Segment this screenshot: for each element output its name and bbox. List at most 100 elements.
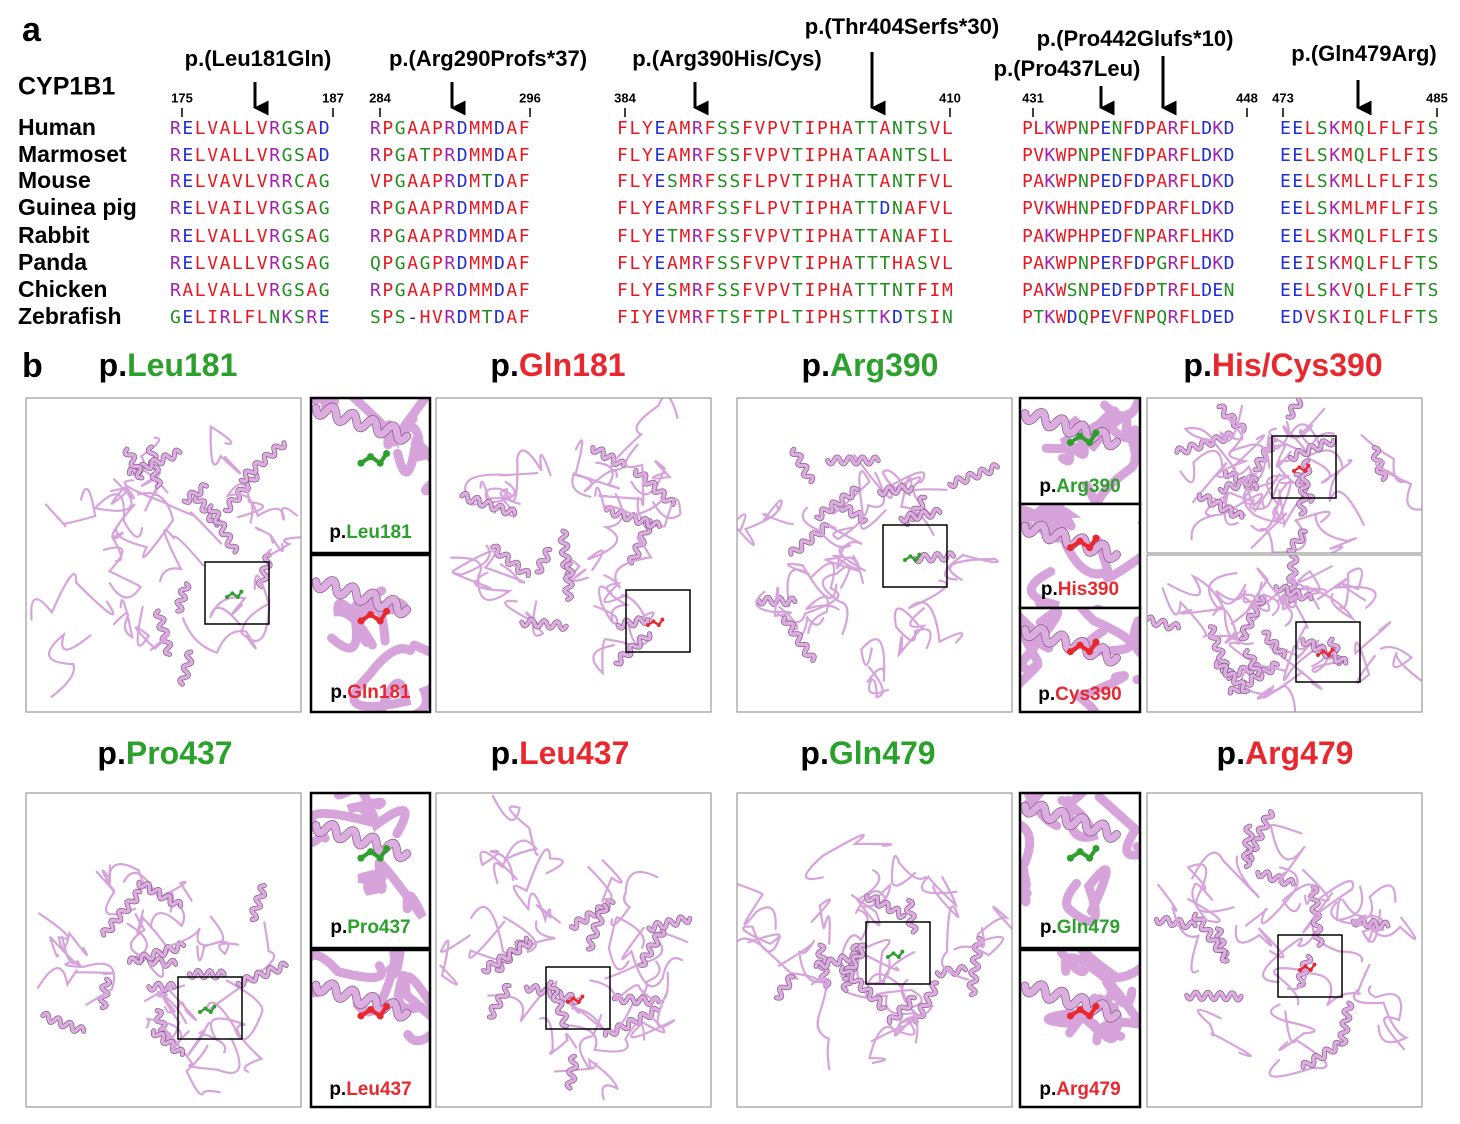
coil (451, 544, 492, 590)
residue-letter: T (1415, 253, 1426, 274)
residue-letter: E (1212, 307, 1223, 328)
residue-letter: S (1317, 145, 1328, 166)
residue-letter: H (830, 118, 841, 139)
residue-letter: P (382, 198, 393, 219)
coil (209, 1017, 264, 1073)
residue-letter: A (880, 145, 891, 166)
coil (1374, 460, 1422, 511)
residue-letter: P (1067, 118, 1078, 139)
residue-letter: A (506, 198, 517, 219)
coil (1262, 926, 1321, 983)
residue-letter: N (1078, 198, 1089, 219)
helix (175, 582, 191, 613)
coil (131, 436, 169, 494)
atom (651, 619, 656, 624)
residue-letter: R (444, 198, 455, 219)
atom (571, 996, 576, 1001)
residue-letter: A (1156, 198, 1167, 219)
residue-letter: Q (1354, 145, 1365, 166)
residue-letter: M (482, 280, 493, 301)
coil (776, 562, 840, 624)
residue-letter: S (917, 145, 928, 166)
residue-letter: D (494, 226, 505, 247)
helix (904, 898, 918, 934)
helix (535, 547, 552, 574)
atom (376, 854, 384, 862)
residue-letter: N (1224, 280, 1235, 301)
residue-letter: L (1305, 280, 1316, 301)
residue-letter: P (1089, 253, 1100, 274)
residue-letter: F (519, 118, 530, 139)
helix (123, 447, 144, 480)
residue-letter: A (667, 198, 678, 219)
residue-letter: L (195, 226, 206, 247)
residue-letter: P (1145, 226, 1156, 247)
residue-letter: D (457, 198, 468, 219)
residue-letter: E (1100, 118, 1111, 139)
species-name: Mouse (18, 167, 91, 193)
residue-letter: F (1403, 280, 1414, 301)
residue-letter: N (1078, 253, 1089, 274)
residue-letter: F (705, 171, 716, 192)
residue-letter: G (282, 280, 293, 301)
residue-letter: K (1329, 171, 1340, 192)
residue-letter: V (780, 198, 791, 219)
residue-letter: L (1366, 253, 1377, 274)
helix (312, 576, 411, 618)
residue-letter: P (1089, 226, 1100, 247)
residue-letter: L (1391, 280, 1402, 301)
residue-letter: V (780, 280, 791, 301)
residue-letter: G (395, 253, 406, 274)
helix (814, 486, 859, 521)
coil (860, 638, 886, 683)
residue-letter: S (667, 171, 678, 192)
helix (1021, 408, 1121, 450)
residue-letter: V (930, 253, 941, 274)
residue-letter: M (469, 198, 480, 219)
coil (1218, 404, 1244, 454)
atom (357, 617, 365, 625)
residue-letter: R (444, 145, 455, 166)
residue-letter: S (917, 118, 928, 139)
atom (1086, 1012, 1094, 1020)
residue-letter: A (420, 118, 431, 139)
residue-letter: E (655, 307, 666, 328)
species-name: Rabbit (18, 222, 90, 248)
residue-letter: T (482, 307, 493, 328)
residue-letter: F (1403, 253, 1414, 274)
residue-letter: R (1168, 253, 1179, 274)
residue-letter: A (880, 118, 891, 139)
helix (887, 995, 917, 1025)
residue-letter: P (1145, 253, 1156, 274)
coil (102, 546, 142, 599)
residue-letter: S (1317, 171, 1328, 192)
residue-letter: F (1179, 198, 1190, 219)
residue-letter: K (282, 307, 293, 328)
residue-letter: P (817, 118, 828, 139)
structure-view (1147, 398, 1422, 553)
residue-letter: E (655, 198, 666, 219)
residue-letter: S (842, 307, 853, 328)
residue-letter: L (244, 145, 255, 166)
residue-letter: L (1305, 118, 1316, 139)
residue-letter: M (680, 118, 691, 139)
residue-letter: M (1342, 171, 1353, 192)
residue-letter: P (382, 118, 393, 139)
position-number: 473 (1272, 90, 1294, 105)
helix (187, 968, 226, 980)
residue-letter: G (395, 226, 406, 247)
residue-letter: D (1134, 253, 1145, 274)
residue-letter: F (1403, 118, 1414, 139)
coil (64, 961, 116, 1006)
residue-letter: V (755, 280, 766, 301)
coil (810, 976, 831, 1071)
zoom-box (865, 921, 931, 985)
coil (1157, 883, 1201, 974)
structure-view (1020, 504, 1140, 608)
residue-letter: D (319, 145, 330, 166)
residue-letter: D (1224, 171, 1235, 192)
residue-letter: F (705, 198, 716, 219)
atom (203, 1006, 208, 1011)
coil (824, 554, 861, 573)
